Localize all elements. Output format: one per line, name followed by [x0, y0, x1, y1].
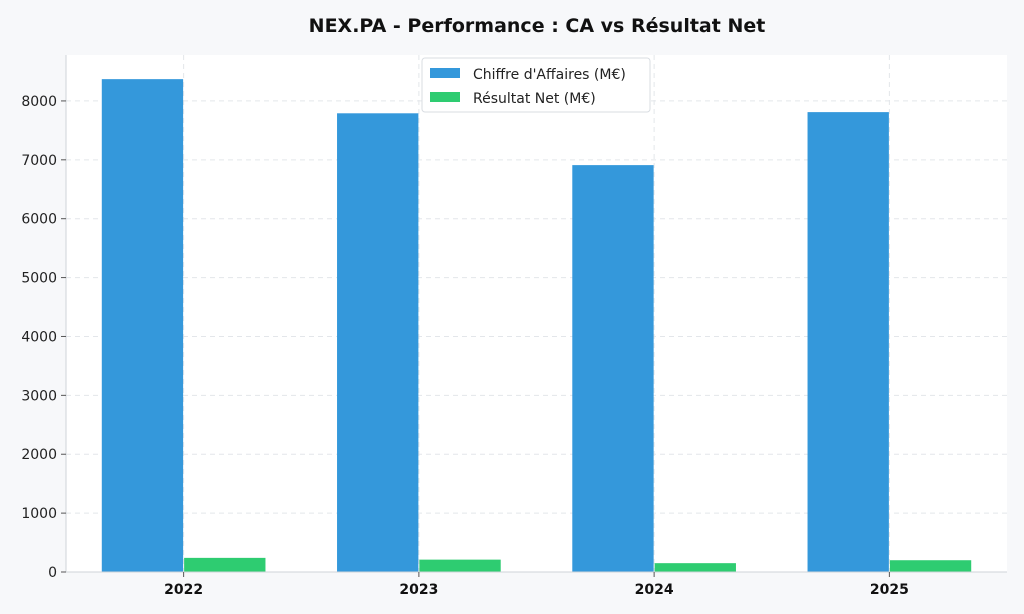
bar-revenue-2023: [337, 113, 419, 573]
bar-revenue-2022: [101, 79, 184, 573]
x-tick-labels: 2022 2023 2024 2025: [164, 572, 909, 598]
bars-layer: [101, 79, 972, 573]
y-tick-label: 0: [48, 565, 57, 581]
y-tick-label: 7000: [21, 153, 57, 169]
bar-revenue-2025: [807, 112, 889, 572]
x-tick-label: 2023: [399, 582, 438, 598]
axes-layer: [65, 55, 1007, 573]
legend: Chiffre d'Affaires (M€) Résultat Net (M€…: [421, 57, 651, 113]
y-tick-label: 3000: [21, 388, 57, 404]
x-tick-label: 2025: [870, 582, 909, 598]
legend-box: [421, 57, 651, 113]
bar-net-income-2024: [654, 563, 736, 572]
bar-net-income-2022: [184, 557, 266, 572]
legend-label-revenue: Chiffre d'Affaires (M€): [473, 67, 626, 83]
legend-label-net-income: Résultat Net (M€): [473, 91, 596, 107]
y-tick-label: 8000: [21, 94, 57, 110]
y-tick-label: 1000: [21, 506, 57, 522]
y-tick-labels: 0 1000 2000 3000 4000 5000 6000 7000 8000: [21, 94, 66, 581]
bar-net-income-2025: [889, 560, 972, 572]
y-tick-label: 5000: [21, 271, 57, 287]
x-tick-label: 2024: [635, 582, 674, 598]
bar-revenue-2024: [572, 165, 654, 572]
y-tick-label: 4000: [21, 329, 57, 345]
legend-swatch-revenue: [430, 68, 460, 78]
y-tick-label: 6000: [21, 212, 57, 228]
y-tick-label: 2000: [21, 447, 57, 463]
bar-net-income-2023: [419, 559, 501, 572]
legend-swatch-net-income: [430, 92, 460, 102]
x-tick-label: 2022: [164, 582, 203, 598]
chart-title: NEX.PA - Performance : CA vs Résultat Ne…: [309, 15, 766, 37]
